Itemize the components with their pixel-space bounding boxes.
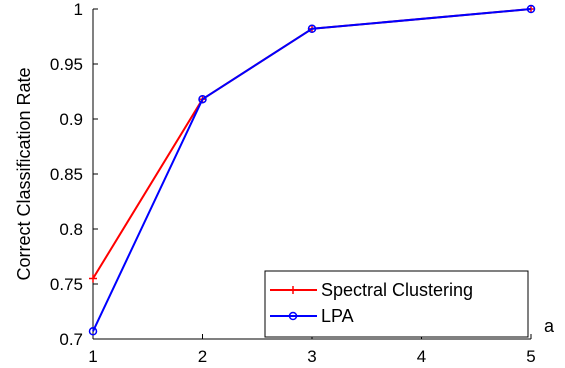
plot-area	[88, 4, 536, 336]
y-tick-label: 0.75	[50, 275, 83, 294]
series-0	[89, 5, 535, 283]
y-tick-label: 0.95	[50, 55, 83, 74]
data-point	[526, 4, 536, 14]
y-tick-label: 0.8	[59, 220, 83, 239]
y-axis-label: Correct Classification Rate	[14, 67, 34, 280]
legend-label: LPA	[321, 306, 354, 326]
x-tick-label: 3	[307, 347, 316, 366]
data-point	[88, 327, 98, 336]
axes: 1 2 3 4 5 0.7 0.75 0.8 0.85 0.9 0.95 1 a Correct Clas…	[14, 0, 555, 366]
x-tick-label: 1	[88, 347, 97, 366]
data-point	[307, 24, 317, 34]
legend-marker	[288, 311, 298, 321]
series-line	[92, 8, 532, 332]
x-tick-label: 5	[526, 347, 535, 366]
series-line	[92, 8, 532, 280]
data-point	[89, 274, 97, 283]
x-axis-label: a	[544, 316, 555, 336]
x-tick-label: 4	[417, 347, 426, 366]
y-tick-label: 0.9	[59, 110, 83, 129]
legend-box	[264, 270, 529, 338]
y-tick-label: 0.85	[50, 165, 83, 184]
legend: Spectral Clustering LPA	[264, 270, 529, 338]
series-1	[88, 4, 536, 336]
data-point	[198, 94, 207, 104]
x-tick-label: 2	[198, 347, 207, 366]
y-tick-label: 0.7	[59, 330, 83, 349]
legend-label: Spectral Clustering	[321, 280, 473, 300]
legend-marker	[289, 286, 297, 294]
legend-item-0: Spectral Clustering	[270, 280, 473, 300]
y-tick-label: 1	[74, 0, 83, 19]
legend-item-1: LPA	[270, 306, 354, 326]
